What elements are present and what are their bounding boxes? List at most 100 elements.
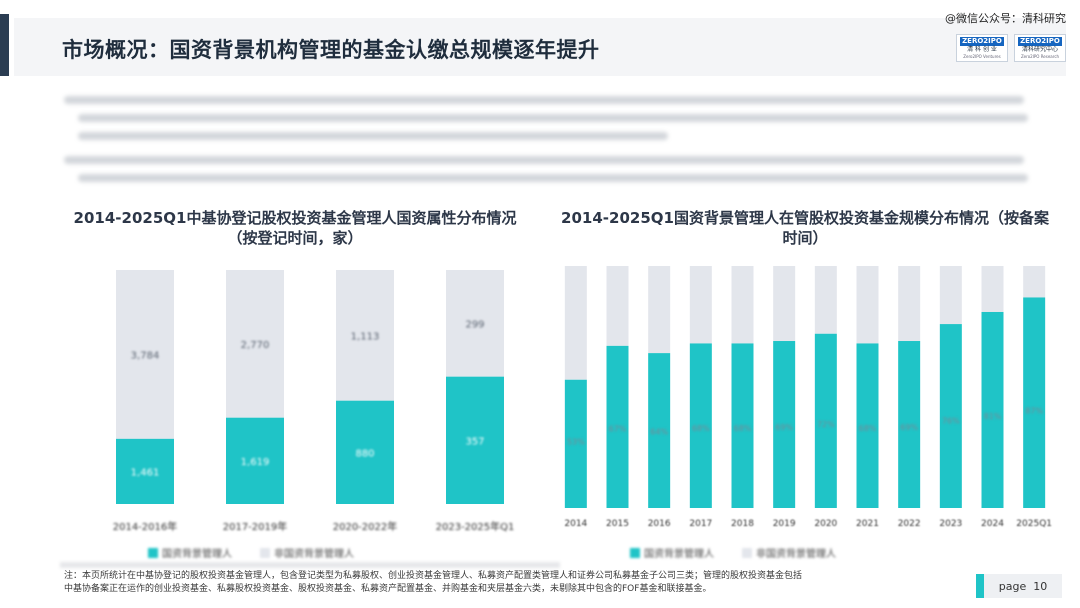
bar-segment-state — [689, 343, 712, 508]
bar-segment-other — [564, 266, 587, 380]
data-label: 69% — [775, 423, 793, 432]
bar-segment-other — [898, 266, 921, 342]
x-tick-label: 2020-2022年 — [333, 520, 398, 533]
bar-segment-other — [981, 266, 1004, 312]
x-tick-label: 2017 — [689, 519, 712, 529]
legend-label: 非国资背景管理人 — [274, 549, 354, 560]
data-label: 67% — [609, 425, 627, 434]
x-tick-label: 2018 — [731, 519, 754, 529]
zero2ipo-ventures-logo: ZERO2IPO 清 科 创 业 Zero2IPO Ventures — [956, 34, 1008, 62]
legend-swatch — [742, 547, 752, 558]
data-label: 76% — [942, 417, 960, 426]
data-label: 68% — [692, 424, 710, 433]
bar-segment-state — [606, 345, 629, 508]
blurred-line — [78, 174, 1028, 182]
blurred-line — [64, 156, 1024, 164]
data-label: 357 — [465, 436, 484, 447]
bar-segment-other — [648, 266, 671, 354]
logo-sub2: Zero2IPO Ventures — [963, 54, 1001, 59]
bar-segment-state — [898, 341, 921, 508]
bar-segment-state — [1023, 297, 1046, 508]
left-chart: 1,461 3,784 2014-2016年 1,619 2,770 2017-2019年… — [113, 270, 515, 533]
header-strip — [14, 18, 1066, 76]
watermark: @微信公众号：清科研究 — [945, 12, 1066, 25]
bar-segment-state — [564, 379, 587, 508]
page-indicator: page 10 — [976, 574, 1062, 598]
bar-segment-state — [773, 341, 796, 508]
title-accent-bar — [0, 14, 9, 76]
data-label: 72% — [817, 420, 835, 429]
bar-segment-other — [773, 266, 796, 342]
legend-swatch — [630, 547, 640, 558]
bar-segment-state — [981, 311, 1004, 508]
bar-segment-other — [226, 270, 284, 418]
left-chart-title: 2014-2025Q1中基协登记股权投资基金管理人国资属性分布情况（按登记时间，… — [73, 209, 517, 247]
data-label: 81% — [984, 412, 1002, 421]
bar-segment-state — [814, 333, 837, 508]
footnotes: 注：本页所统计在中基协登记的股权投资基金管理人，包含登记类型为私募股权、创业投资… — [64, 570, 924, 596]
data-label: 3,784 — [131, 350, 160, 361]
right-chart-title: 2014-2025Q1国资背景管理人在管股权投资基金规模分布情况（按备案时间） — [561, 209, 1049, 247]
data-label: 299 — [465, 319, 484, 330]
legend-item: 非国资背景管理人 — [742, 545, 836, 560]
footnote-line-2: 中基协备案正在运作的创业投资基金、私募股权投资基金、股权投资基金、私募资产配置基… — [64, 584, 712, 594]
blurred-line — [78, 114, 1028, 122]
data-label: 1,619 — [241, 457, 270, 468]
bar-segment-state — [856, 343, 879, 508]
data-label: 68% — [859, 424, 877, 433]
x-tick-label: 2019 — [773, 519, 796, 529]
data-label: 87% — [1025, 407, 1043, 416]
x-tick-label: 2023-2025年Q1 — [436, 520, 515, 533]
logo-mark: ZERO2IPO — [960, 37, 1004, 46]
bar-segment-state — [648, 353, 671, 508]
data-label: 1,113 — [351, 331, 380, 342]
bar-segment-other — [606, 266, 629, 346]
blurred-line — [64, 96, 1024, 104]
bar-segment-other — [689, 266, 712, 344]
page-number: 10 — [1033, 579, 1048, 593]
zero2ipo-research-logo: ZERO2IPO 清科研究中心 Zero2IPO Research — [1014, 34, 1066, 62]
x-tick-label: 2023 — [939, 519, 962, 529]
left-legend: 国资背景管理人 非国资背景管理人 — [148, 545, 354, 560]
footnote-line-1: 注：本页所统计在中基协登记的股权投资基金管理人，包含登记类型为私募股权、创业投资… — [64, 571, 803, 581]
bar-segment-state — [116, 438, 174, 504]
legend-swatch — [148, 547, 158, 558]
bar-segment-other — [939, 266, 962, 325]
bar-segment-other — [336, 270, 394, 401]
legend-label: 国资背景管理人 — [162, 549, 232, 560]
data-label: 2,770 — [241, 340, 270, 351]
x-tick-label: 2014 — [564, 519, 587, 529]
bar-segment-other — [731, 266, 754, 344]
legend-label: 国资背景管理人 — [644, 549, 714, 560]
legend-swatch — [260, 547, 270, 558]
blurred-source-line — [60, 562, 560, 568]
logo-mark: ZERO2IPO — [1018, 37, 1062, 46]
legend-label: 非国资背景管理人 — [756, 549, 836, 560]
data-label: 64% — [650, 427, 668, 436]
logo-sub: 清科研究中心 — [1021, 46, 1058, 53]
right-chart: 53% 2014 67% 2015 64% 2016 68% 2017 68% 2018 69% 20… — [564, 266, 1052, 529]
data-label: 880 — [355, 448, 374, 459]
blurred-summary-text — [64, 86, 1034, 196]
data-label: 1,461 — [131, 467, 160, 478]
bar-segment-other — [116, 270, 174, 439]
page-label: page — [998, 579, 1027, 593]
bar-segment-state — [731, 343, 754, 508]
bar-segment-other — [856, 266, 879, 344]
x-tick-label: 2020 — [814, 519, 837, 529]
logo-sub: 清 科 创 业 — [967, 46, 997, 53]
x-tick-label: 2021 — [856, 519, 879, 529]
legend-item: 国资背景管理人 — [148, 545, 232, 560]
x-tick-label: 2024 — [981, 519, 1004, 529]
bar-segment-state — [226, 417, 284, 504]
x-tick-label: 2015 — [606, 519, 629, 529]
page-title: 市场概况：国资背景机构管理的基金认缴总规模逐年提升 — [62, 38, 600, 62]
x-tick-label: 2025Q1 — [1016, 519, 1052, 529]
bar-segment-state — [446, 376, 504, 504]
bar-segment-other — [1023, 266, 1046, 298]
legend-item: 国资背景管理人 — [630, 545, 714, 560]
data-label: 68% — [734, 424, 752, 433]
bar-segment-other — [446, 270, 504, 377]
bar-segment-state — [336, 400, 394, 504]
